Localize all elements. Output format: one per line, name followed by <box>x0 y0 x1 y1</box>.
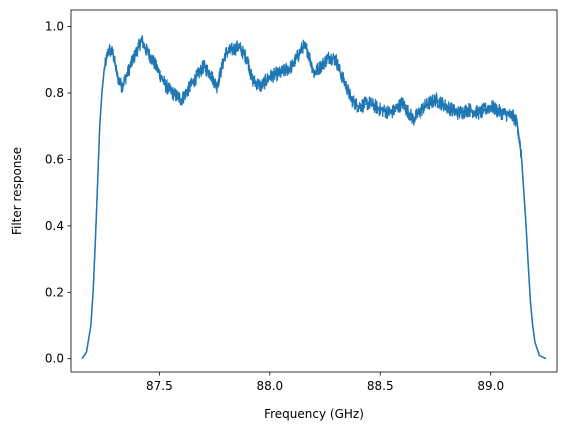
x-tick-label: 89.0 <box>477 379 504 393</box>
plot-area <box>81 35 547 360</box>
y-tick-label: 0.8 <box>45 86 64 100</box>
series-trace <box>81 35 547 360</box>
axes-frame <box>70 9 558 373</box>
y-tick-label: 1.0 <box>45 20 64 34</box>
x-tick-label: 88.5 <box>367 379 394 393</box>
x-axis-label: Frequency (GHz) <box>264 407 364 421</box>
x-tick-label: 87.5 <box>146 379 173 393</box>
y-axis-label: Filter response <box>10 147 24 235</box>
y-tick-label: 0.6 <box>45 152 64 166</box>
y-tick-label: 0.0 <box>45 352 64 366</box>
series-line <box>81 39 547 360</box>
x-tick-label: 88.0 <box>256 379 283 393</box>
y-axis-ticks: 0.0 0.2 0.4 0.6 0.8 1.0 <box>45 20 71 366</box>
x-axis-ticks: 87.5 88.0 88.5 89.0 <box>146 372 504 393</box>
y-tick-label: 0.4 <box>45 219 64 233</box>
y-tick-label: 0.2 <box>45 285 64 299</box>
